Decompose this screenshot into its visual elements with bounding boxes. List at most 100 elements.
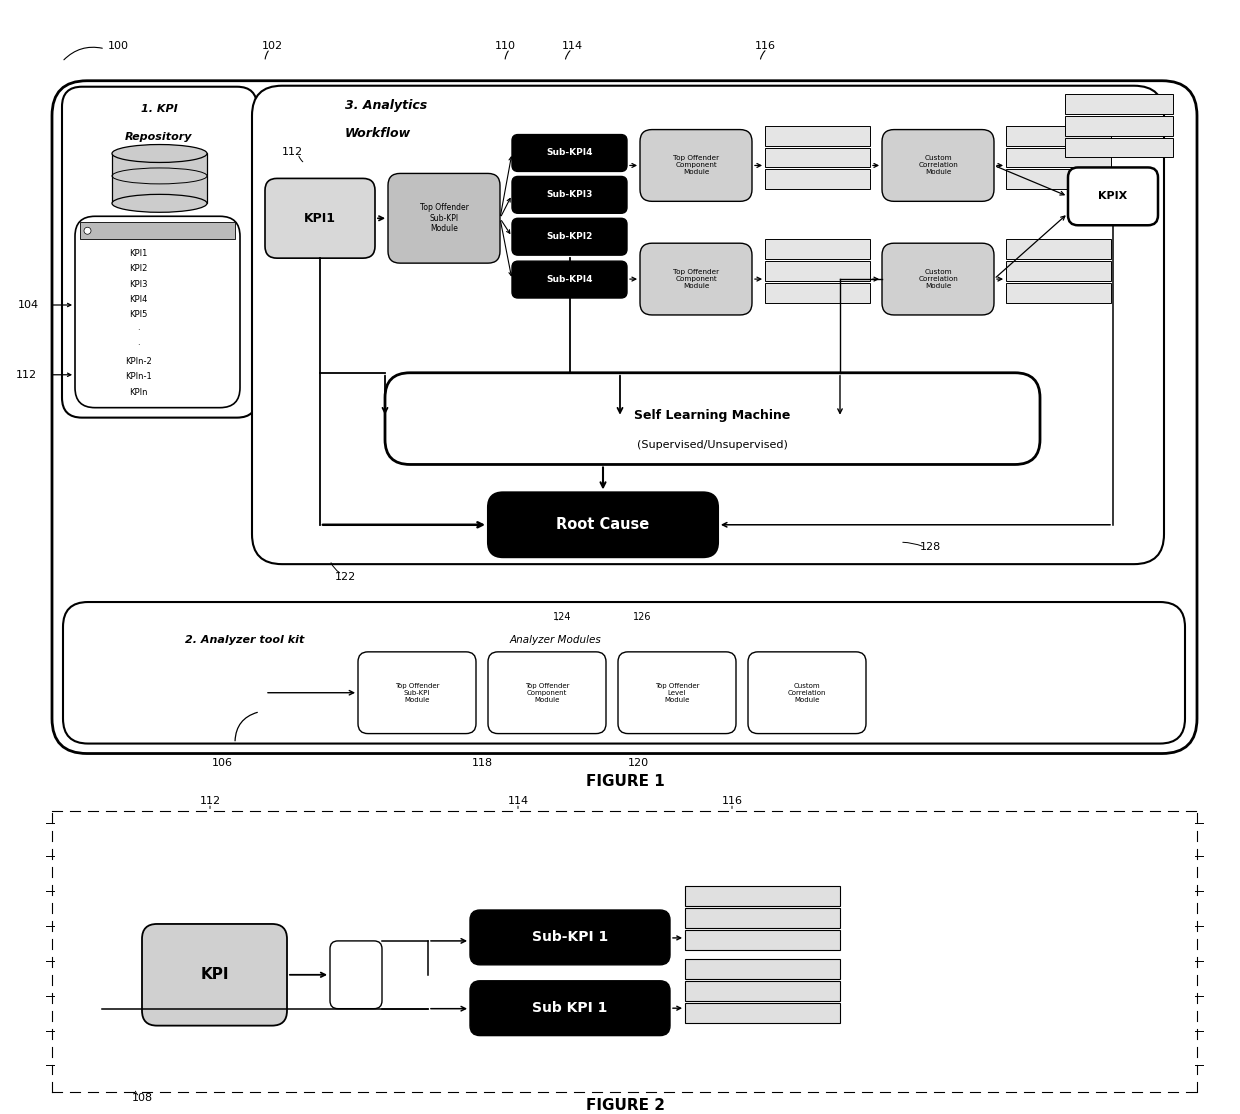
FancyBboxPatch shape: [512, 218, 627, 255]
FancyBboxPatch shape: [74, 216, 241, 408]
FancyBboxPatch shape: [470, 980, 670, 1036]
Text: 118: 118: [471, 759, 492, 769]
Text: Sub-KPI 1: Sub-KPI 1: [532, 930, 608, 945]
Bar: [765, 283, 870, 303]
Bar: [684, 1003, 839, 1023]
FancyBboxPatch shape: [489, 492, 718, 557]
FancyBboxPatch shape: [512, 176, 627, 213]
FancyBboxPatch shape: [470, 910, 670, 965]
Text: 122: 122: [335, 573, 356, 583]
FancyBboxPatch shape: [512, 261, 627, 299]
Bar: [1006, 283, 1111, 303]
Text: Top Offender
Level
Module: Top Offender Level Module: [655, 683, 699, 703]
Text: 110: 110: [495, 41, 516, 51]
Bar: [684, 930, 839, 950]
Text: Top Offender
Sub-KPI
Module: Top Offender Sub-KPI Module: [419, 204, 469, 233]
Text: 116: 116: [754, 41, 775, 51]
Bar: [1006, 147, 1111, 167]
Text: 112: 112: [200, 797, 221, 807]
Text: 106: 106: [212, 759, 233, 769]
FancyBboxPatch shape: [62, 87, 257, 418]
Text: KPIX: KPIX: [1099, 192, 1127, 202]
Text: 124: 124: [553, 612, 572, 622]
Text: Root Cause: Root Cause: [557, 517, 650, 532]
Text: ·: ·: [136, 326, 139, 335]
FancyBboxPatch shape: [1068, 167, 1158, 225]
Bar: [1065, 137, 1173, 157]
Text: 114: 114: [507, 797, 528, 807]
FancyBboxPatch shape: [52, 80, 1197, 753]
Text: 1. KPI: 1. KPI: [140, 104, 177, 114]
Text: Sub-KPI4: Sub-KPI4: [547, 148, 593, 157]
FancyBboxPatch shape: [882, 243, 994, 315]
Text: FIGURE 1: FIGURE 1: [585, 774, 665, 789]
FancyBboxPatch shape: [640, 129, 751, 202]
Bar: [765, 169, 870, 189]
FancyBboxPatch shape: [748, 652, 866, 734]
Text: (Supervised/Unsupervised): (Supervised/Unsupervised): [636, 440, 787, 450]
Text: 114: 114: [562, 41, 583, 51]
Text: Sub-KPI4: Sub-KPI4: [547, 275, 593, 284]
Text: FIGURE 2: FIGURE 2: [585, 1098, 665, 1113]
Bar: [684, 908, 839, 928]
Text: 120: 120: [627, 759, 649, 769]
Text: KPIn-1: KPIn-1: [125, 372, 151, 381]
Text: Custom
Correlation
Module: Custom Correlation Module: [918, 270, 957, 289]
Text: 100: 100: [108, 41, 129, 51]
Text: KPI3: KPI3: [129, 280, 148, 289]
Text: KPIn: KPIn: [129, 388, 148, 397]
Text: Workflow: Workflow: [345, 127, 412, 140]
FancyBboxPatch shape: [618, 652, 737, 734]
Bar: [1006, 261, 1111, 281]
Text: ·: ·: [136, 341, 139, 351]
FancyBboxPatch shape: [358, 652, 476, 734]
Text: Custom
Correlation
Module: Custom Correlation Module: [918, 156, 957, 176]
Text: KPI4: KPI4: [129, 295, 148, 304]
Bar: [112, 154, 207, 204]
FancyBboxPatch shape: [489, 652, 606, 734]
Bar: [1006, 240, 1111, 260]
FancyBboxPatch shape: [640, 243, 751, 315]
Text: Top Offender
Sub-KPI
Module: Top Offender Sub-KPI Module: [394, 683, 439, 703]
Bar: [765, 240, 870, 260]
Bar: [684, 959, 839, 979]
FancyBboxPatch shape: [252, 86, 1164, 564]
Text: 108: 108: [131, 1093, 153, 1103]
FancyBboxPatch shape: [384, 373, 1040, 465]
Text: 128: 128: [919, 543, 941, 553]
Bar: [1006, 169, 1111, 189]
Text: Self Learning Machine: Self Learning Machine: [634, 409, 790, 422]
Ellipse shape: [112, 194, 207, 213]
FancyBboxPatch shape: [882, 129, 994, 202]
Text: Sub-KPI2: Sub-KPI2: [547, 232, 593, 242]
Ellipse shape: [112, 145, 207, 163]
Text: KPIn-2: KPIn-2: [125, 356, 151, 365]
Bar: [684, 886, 839, 906]
Text: Custom
Correlation
Module: Custom Correlation Module: [787, 683, 826, 703]
Bar: [765, 147, 870, 167]
Text: KPI: KPI: [201, 967, 229, 983]
Text: 112: 112: [15, 370, 36, 380]
Text: 104: 104: [17, 300, 38, 310]
FancyBboxPatch shape: [388, 174, 500, 263]
Text: KPI1: KPI1: [129, 248, 148, 257]
Text: KPI5: KPI5: [129, 311, 148, 320]
Text: KPI1: KPI1: [304, 212, 336, 225]
Bar: [1006, 126, 1111, 146]
Bar: [1065, 94, 1173, 114]
Bar: [765, 261, 870, 281]
Text: Sub-KPI3: Sub-KPI3: [547, 190, 593, 199]
FancyBboxPatch shape: [512, 135, 627, 172]
Text: 3. Analytics: 3. Analytics: [345, 99, 428, 113]
Text: 2. Analyzer tool kit: 2. Analyzer tool kit: [185, 635, 304, 645]
Text: Analyzer Modules: Analyzer Modules: [510, 635, 601, 645]
Text: 102: 102: [262, 41, 283, 51]
Text: Top Offender
Component
Module: Top Offender Component Module: [525, 683, 569, 703]
Bar: [1065, 116, 1173, 136]
FancyBboxPatch shape: [265, 178, 374, 258]
Bar: [684, 980, 839, 1000]
Text: Repository: Repository: [125, 131, 192, 141]
Bar: [81, 223, 236, 240]
FancyBboxPatch shape: [330, 941, 382, 1008]
Text: 116: 116: [722, 797, 743, 807]
